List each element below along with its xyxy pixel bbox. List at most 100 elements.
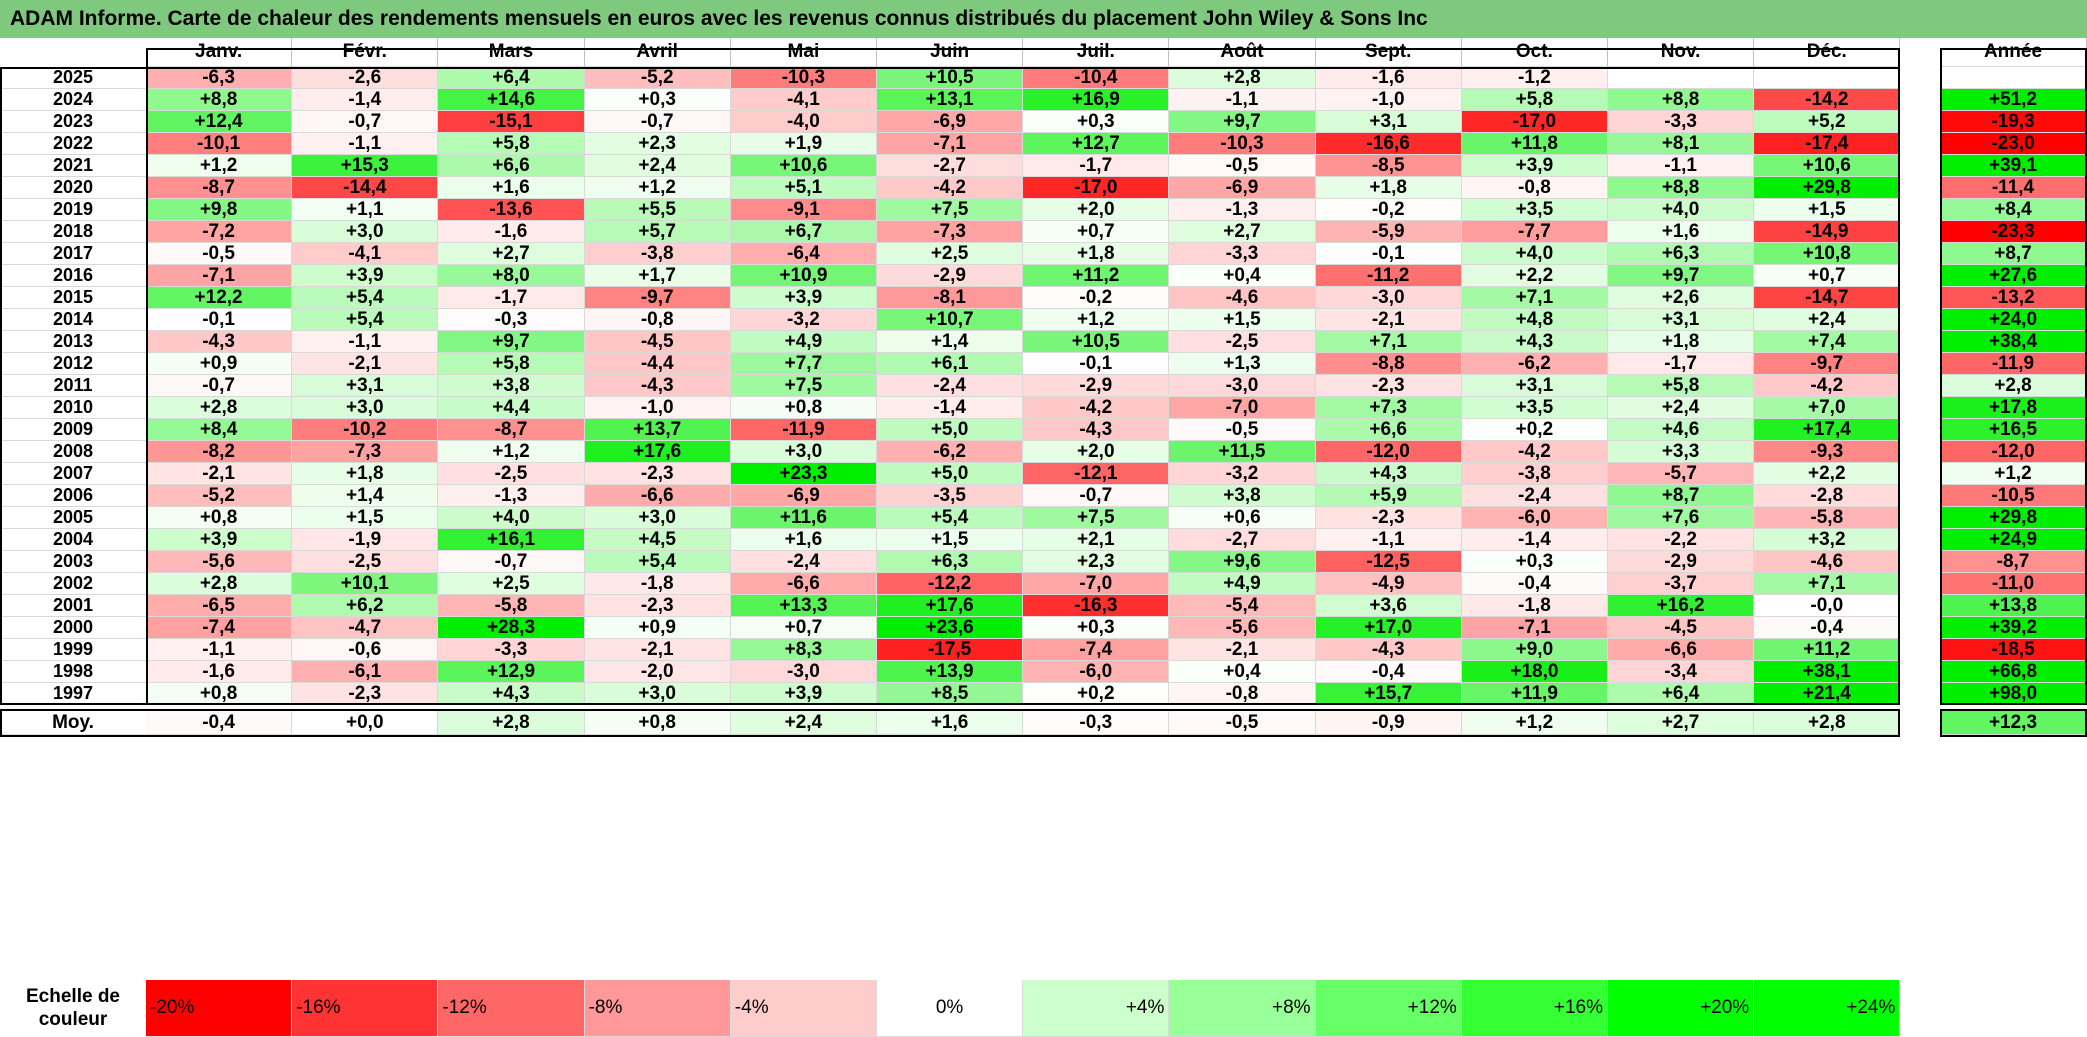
heatmap-cell: -1,4 — [877, 397, 1024, 419]
heatmap-cell: -5,8 — [438, 595, 585, 617]
heatmap-cell: +10,7 — [877, 309, 1024, 331]
heatmap-cell: +5,2 — [1754, 111, 1901, 133]
heatmap-cell: -17,5 — [877, 639, 1024, 661]
heatmap-cell: -10,1 — [146, 133, 293, 155]
annual-cell: +2,8 — [1940, 375, 2087, 397]
heatmap-cell: +8,7 — [1608, 485, 1755, 507]
average-cell: -0,3 — [1023, 711, 1170, 735]
heatmap-cell: -1,3 — [438, 485, 585, 507]
heatmap-cell: -3,3 — [1608, 111, 1755, 133]
year-label: 2010 — [0, 397, 146, 419]
heatmap-cell: -5,8 — [1754, 507, 1901, 529]
heatmap-cell: +0,3 — [584, 89, 731, 111]
heatmap-cell: +6,1 — [877, 353, 1024, 375]
heatmap-cell: -2,5 — [292, 551, 439, 573]
annual-cell: -12,0 — [1940, 441, 2087, 463]
heatmap-cell: +10,9 — [730, 265, 877, 287]
year-label: 2018 — [0, 221, 146, 243]
heatmap-cell: +17,4 — [1754, 419, 1901, 441]
heatmap-cell: +3,0 — [584, 683, 731, 705]
heatmap-cell: +21,4 — [1754, 683, 1901, 705]
heatmap-cell: +5,5 — [584, 199, 731, 221]
year-label: 2007 — [0, 463, 146, 485]
heatmap-cell: -6,5 — [146, 595, 293, 617]
heatmap-cell: -0,5 — [1169, 419, 1316, 441]
heatmap-cell: -1,7 — [438, 287, 585, 309]
heatmap-cell: -0,7 — [438, 551, 585, 573]
heatmap-cell: +1,3 — [1169, 353, 1316, 375]
heatmap-cell: -0,7 — [584, 111, 731, 133]
heatmap-cell: +4,3 — [438, 683, 585, 705]
heatmap-cell: -2,5 — [438, 463, 585, 485]
heatmap-cell — [1754, 67, 1901, 89]
heatmap-cell: -4,3 — [146, 331, 293, 353]
heatmap-cell: +5,8 — [1608, 375, 1755, 397]
heatmap-cell: +5,4 — [584, 551, 731, 573]
heatmap-cell: -1,7 — [1608, 353, 1755, 375]
heatmap-cell: +5,8 — [438, 353, 585, 375]
heatmap-cell: +0,7 — [730, 617, 877, 639]
month-header: Juin — [877, 38, 1024, 67]
color-scale-swatch: -20% — [146, 980, 293, 1037]
annual-cell: +29,8 — [1940, 507, 2087, 529]
heatmap-cell: -1,4 — [292, 89, 439, 111]
annual-cell — [1940, 67, 2087, 89]
heatmap-cell: -0,2 — [1315, 199, 1462, 221]
heatmap-cell: -3,3 — [1169, 243, 1316, 265]
annual-cell: -10,5 — [1940, 485, 2087, 507]
heatmap-cell: -5,2 — [146, 485, 293, 507]
heatmap-cell: -1,1 — [146, 639, 293, 661]
heatmap-cell: -17,4 — [1754, 133, 1901, 155]
heatmap-cell: -0,2 — [1023, 287, 1170, 309]
heatmap-cell: +2,7 — [1169, 221, 1316, 243]
annual-cell: -23,3 — [1940, 221, 2087, 243]
heatmap-cell: -1,4 — [1461, 529, 1608, 551]
color-scale-swatch: 0% — [877, 980, 1024, 1037]
heatmap-cell: +5,0 — [877, 463, 1024, 485]
annual-cell: +98,0 — [1940, 683, 2087, 705]
month-header: Nov. — [1608, 38, 1755, 67]
heatmap-cell: -2,1 — [292, 353, 439, 375]
heatmap-cell: +8,0 — [438, 265, 585, 287]
year-label: 2005 — [0, 507, 146, 529]
heatmap-cell: +3,1 — [1461, 375, 1608, 397]
heatmap-cell: +0,4 — [1169, 265, 1316, 287]
heatmap-cell: -2,1 — [1169, 639, 1316, 661]
year-label: 2002 — [0, 573, 146, 595]
heatmap-cell: -1,1 — [1315, 529, 1462, 551]
heatmap-cell: +2,2 — [1461, 265, 1608, 287]
heatmap-cell: +5,4 — [292, 287, 439, 309]
heatmap-cell: +0,3 — [1461, 551, 1608, 573]
heatmap-cell: +2,7 — [438, 243, 585, 265]
heatmap-cell: +8,4 — [146, 419, 293, 441]
heatmap-cell: +3,5 — [1461, 199, 1608, 221]
heatmap-cell: +5,0 — [877, 419, 1024, 441]
heatmap-cell: +3,0 — [292, 397, 439, 419]
heatmap-cell: +4,0 — [1608, 199, 1755, 221]
year-label: 2024 — [0, 89, 146, 111]
heatmap-cell: -6,3 — [146, 67, 293, 89]
annual-cell: +24,0 — [1940, 309, 2087, 331]
heatmap-cell: -6,9 — [730, 485, 877, 507]
heatmap-cell: +0,6 — [1169, 507, 1316, 529]
heatmap-cell: -10,4 — [1023, 67, 1170, 89]
heatmap-cell: -1,6 — [438, 221, 585, 243]
heatmap-cell: +1,6 — [438, 177, 585, 199]
heatmap-cell: +2,6 — [1608, 287, 1755, 309]
heatmap-cell: -8,1 — [877, 287, 1024, 309]
color-scale-swatch: +12% — [1315, 980, 1462, 1037]
heatmap-cell: +1,5 — [292, 507, 439, 529]
heatmap-cell: +0,9 — [146, 353, 293, 375]
annual-cell: -18,5 — [1940, 639, 2087, 661]
heatmap-cell: +2,3 — [584, 133, 731, 155]
heatmap-cell: +6,7 — [730, 221, 877, 243]
annual-cell: +24,9 — [1940, 529, 2087, 551]
annual-cell: -11,0 — [1940, 573, 2087, 595]
chart-title: ADAM Informe. Carte de chaleur des rende… — [0, 0, 2087, 38]
heatmap-cell: -2,3 — [584, 595, 731, 617]
heatmap-cell: +7,0 — [1754, 397, 1901, 419]
heatmap-cell: -1,7 — [1023, 155, 1170, 177]
heatmap-cell: -4,2 — [877, 177, 1024, 199]
heatmap-cell: -4,5 — [584, 331, 731, 353]
year-label: 2000 — [0, 617, 146, 639]
